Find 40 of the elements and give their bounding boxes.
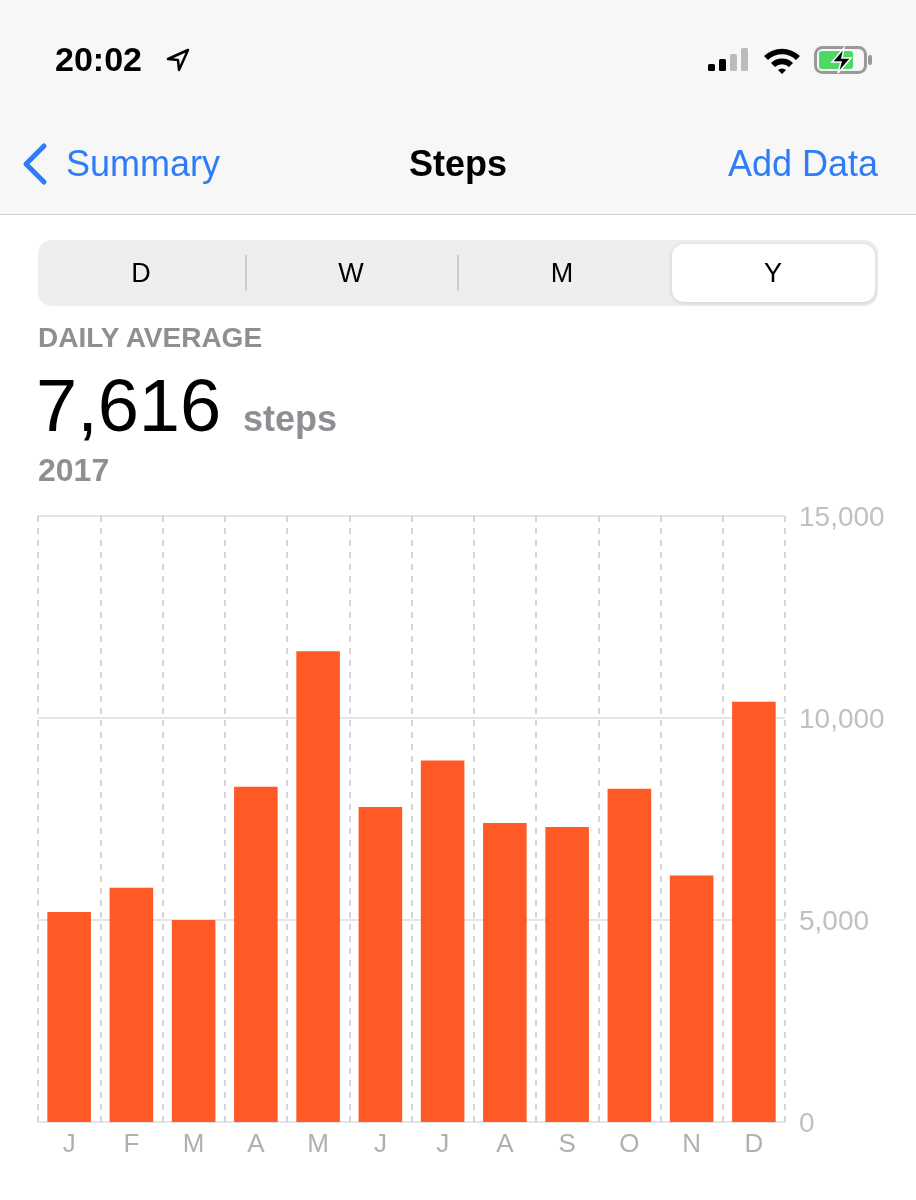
text: 20:02 [55,40,142,79]
x-tick-label: F [123,1128,140,1158]
bar [358,806,403,1122]
x-tick-label: N [682,1128,702,1158]
text: M [549,258,575,289]
text: W [337,258,365,289]
y-tick-label: 5,000 [799,904,870,936]
bar [545,827,589,1122]
bar [171,920,216,1122]
x-tick-label: M [182,1128,205,1158]
x-tick-label: A [247,1128,266,1158]
bar [296,651,340,1122]
text: 7,616 [36,363,222,448]
bar [234,786,278,1122]
bar [47,911,91,1122]
y-tick-label: 10,000 [799,702,885,734]
x-tick-label: A [496,1128,515,1158]
x-tick-label: S [558,1128,576,1158]
bar [483,823,527,1122]
y-tick-label: 15,000 [799,500,885,532]
text: Summary [66,143,221,185]
text: Add Data [727,143,878,185]
bar [732,701,776,1122]
bar [607,788,652,1122]
text: steps [243,398,338,440]
text: 2017 [38,452,110,489]
x-tick-label: D [744,1128,764,1158]
bar [109,887,154,1122]
chart-title: Steps [407,143,508,185]
x-tick-label: J [373,1128,387,1158]
text: Y [763,258,783,289]
x-tick-label: O [619,1128,640,1158]
x-tick-label: J [436,1128,450,1158]
x-tick-label: J [62,1128,76,1158]
bar [420,760,465,1122]
text: DAILY AVERAGE [38,322,263,354]
y-tick-label: 0 [799,1106,815,1138]
text: D [130,258,152,289]
x-tick-label: M [307,1128,329,1158]
bar [669,875,714,1122]
